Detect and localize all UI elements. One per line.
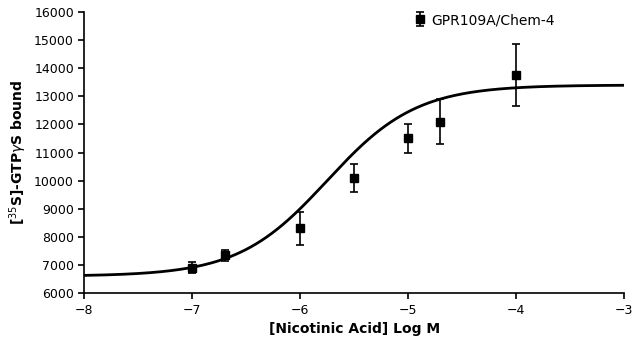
X-axis label: [Nicotinic Acid] Log M: [Nicotinic Acid] Log M [269,322,440,336]
Y-axis label: [$^{35}$S]-GTP$\gamma$S bound: [$^{35}$S]-GTP$\gamma$S bound [7,80,29,225]
Legend: GPR109A/Chem-4: GPR109A/Chem-4 [415,13,555,27]
